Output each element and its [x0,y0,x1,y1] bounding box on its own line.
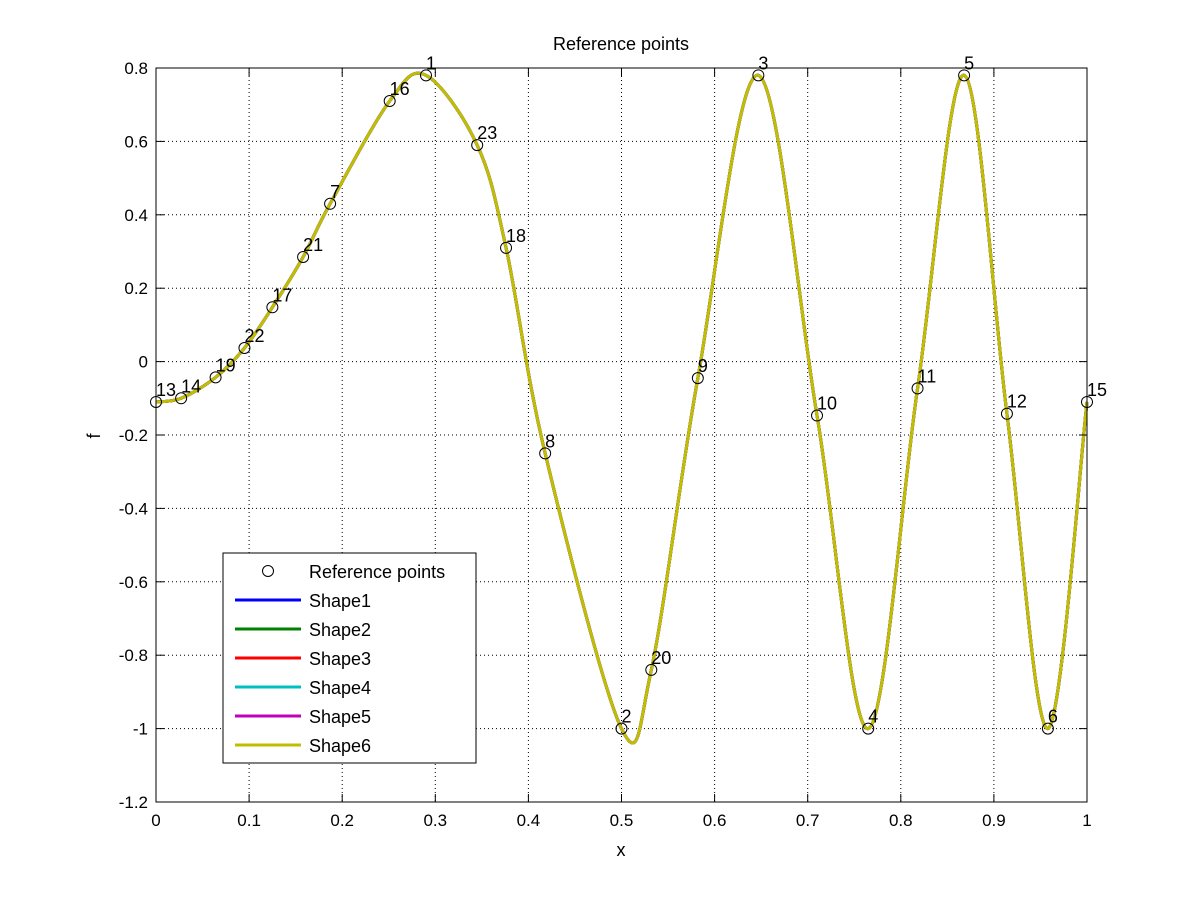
reference-point [238,342,251,355]
reference-point [209,371,222,384]
reference-point [645,663,658,676]
reference-point [419,69,432,82]
reference-point [752,69,765,82]
reference-point-label: 4 [868,707,878,727]
legend-marker-reference-points [262,565,274,577]
y-tick-label: -1.2 [119,793,148,812]
reference-point-label: 19 [216,355,236,375]
legend-label-shape3: Shape3 [309,649,371,669]
y-tick-label: 0.4 [124,206,148,225]
reference-point-label: 3 [758,53,768,73]
reference-point-label: 18 [506,226,526,246]
reference-point [1000,407,1013,420]
legend-label-shape5: Shape5 [309,707,371,727]
x-tick-label: 0.3 [423,811,447,830]
reference-point-label: 11 [918,366,937,386]
reference-point-label: 6 [1048,707,1058,727]
y-tick-label: 0.8 [124,59,148,78]
legend: Reference points Shape1 Shape2 Shape3 Shape4… [222,552,477,764]
legend-label-shape1: Shape1 [309,591,371,611]
x-tick-label: 0.5 [610,811,634,830]
y-tick-label: -0.2 [119,426,148,445]
y-axis-label: f [84,433,104,439]
x-tick-label: 0.6 [703,811,727,830]
reference-point-label: 16 [390,79,410,99]
reference-point [691,372,704,385]
reference-point-label: 23 [477,123,497,143]
y-tick-label: 0.2 [124,279,148,298]
reference-point-label: 21 [303,235,323,255]
reference-point-label: 15 [1087,380,1107,400]
legend-label-reference-points: Reference points [309,562,445,582]
reference-point [324,197,337,210]
ticks: 0 0.1 0.2 0.3 0.4 0.5 0.6 0.7 0.8 0.9 1 -1.2 -1 -0.8 -… [119,59,1092,830]
reference-point [297,251,310,264]
reference-point [175,392,188,405]
reference-point [615,722,628,735]
y-tick-label: -0.6 [119,573,148,592]
legend-label-shape2: Shape2 [309,620,371,640]
reference-point-label: 2 [622,707,632,727]
reference-point-label: 8 [545,431,555,451]
reference-point-label: 20 [651,648,671,668]
reference-point [383,95,396,108]
legend-label-shape4: Shape4 [309,678,371,698]
reference-point-label: 22 [244,326,264,346]
y-tick-label: -1 [133,720,148,739]
chart-title: Reference points [553,34,689,54]
curves [155,71,1089,745]
x-tick-label: 1 [1082,811,1091,830]
y-tick-label: -0.8 [119,646,148,665]
series-line-shape6 [155,71,1089,745]
reference-point-label: 17 [272,285,292,305]
reference-point [811,409,824,422]
reference-point [539,447,552,460]
x-tick-label: 0.7 [796,811,820,830]
x-tick-label: 0.1 [237,811,261,830]
reference-point [1041,722,1054,735]
x-tick-label: 0.8 [889,811,913,830]
reference-point-label: 7 [330,182,340,202]
x-axis-label: x [617,840,626,860]
reference-point [862,722,875,735]
reference-point-label: 9 [698,356,708,376]
reference-point-label: 12 [1007,392,1027,412]
reference-point-label: 10 [817,394,837,414]
x-tick-label: 0.4 [517,811,541,830]
reference-point [266,301,279,314]
reference-point [911,382,924,395]
x-tick-label: 0.9 [982,811,1006,830]
y-tick-label: 0.6 [124,132,148,151]
reference-point [958,69,971,82]
x-tick-label: 0 [151,811,160,830]
reference-point-label: 1 [426,53,436,73]
reference-point-label: 5 [964,53,974,73]
reference-point-label: 13 [156,380,176,400]
y-tick-label: -0.4 [119,499,148,518]
reference-point [471,139,484,152]
x-tick-label: 0.2 [330,811,354,830]
reference-point-label: 14 [181,376,201,396]
y-tick-label: 0 [139,353,148,372]
legend-label-shape6: Shape6 [309,736,371,756]
reference-point [500,241,513,254]
